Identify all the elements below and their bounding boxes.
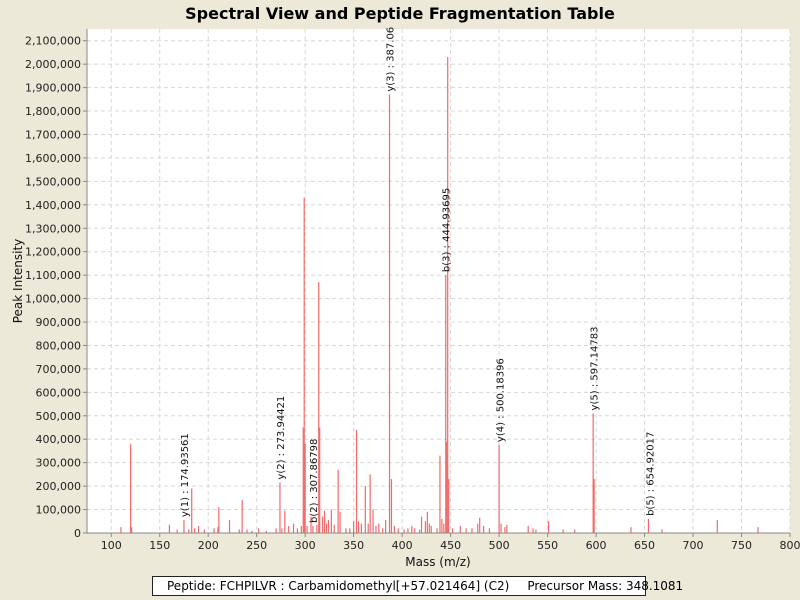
x-tick-label: 650	[634, 539, 655, 552]
y-tick-label: 100,000	[36, 504, 82, 517]
x-tick-label: 200	[198, 539, 219, 552]
x-tick-label: 150	[149, 539, 170, 552]
x-tick-label: 800	[780, 539, 800, 552]
x-ticks: 100 150 200 250 300 350 400 450 500 550 600 650 700 7…	[101, 533, 800, 552]
y-tick-label: 800,000	[36, 339, 82, 352]
fragment-annotation-label: b(3) : 444.93695	[442, 188, 453, 272]
plot-background	[87, 29, 790, 533]
y-tick-label: 200,000	[36, 480, 82, 493]
x-tick-label: 500	[489, 539, 510, 552]
y-tick-label: 1,600,000	[25, 152, 81, 165]
fragment-annotation-label: b(2) : 307.86798	[309, 439, 320, 523]
y-tick-label: 700,000	[36, 363, 82, 376]
y-tick-label: 1,200,000	[25, 246, 81, 259]
y-tick-label: 400,000	[36, 433, 82, 446]
x-tick-label: 600	[586, 539, 607, 552]
fragment-annotation-label: y(2) : 273.94421	[276, 396, 287, 480]
y-tick-label: 0	[74, 527, 81, 540]
y-tick-label: 600,000	[36, 386, 82, 399]
fragment-annotation-label: y(1) : 174.93561	[180, 433, 191, 517]
fragment-annotation-label: y(4) : 500.18396	[495, 358, 506, 442]
y-tick-label: 1,900,000	[25, 82, 81, 95]
peptide-text: Peptide: FCHPILVR : Carbamidomethyl[+57.…	[167, 579, 510, 593]
precursor-mass-text: Precursor Mass: 348.1081	[527, 579, 684, 593]
y-ticks: 0 100,000 200,000 300,000 400,000 500,000 600,…	[25, 35, 87, 540]
x-tick-label: 400	[392, 539, 413, 552]
fragment-annotation-label: y(5) : 597.14783	[589, 327, 600, 411]
x-tick-label: 250	[246, 539, 267, 552]
x-axis-label: Mass (m/z)	[405, 555, 470, 569]
fragment-annotation-label: b(5) : 654.92017	[645, 432, 656, 516]
y-tick-label: 2,100,000	[25, 35, 81, 48]
fragment-annotation-label: y(3) : 387.06	[386, 27, 397, 92]
x-tick-label: 300	[295, 539, 316, 552]
peptide-info-box: Peptide: FCHPILVR : Carbamidomethyl[+57.…	[152, 576, 683, 596]
x-tick-label: 700	[683, 539, 704, 552]
y-tick-label: 900,000	[36, 316, 82, 329]
y-axis-label: Peak Intensity	[11, 239, 25, 324]
x-tick-label: 350	[343, 539, 364, 552]
chart-title: Spectral View and Peptide Fragmentation …	[185, 4, 615, 23]
y-tick-label: 1,100,000	[25, 269, 81, 282]
y-tick-label: 1,300,000	[25, 222, 81, 235]
y-tick-label: 1,800,000	[25, 105, 81, 118]
peaks	[120, 57, 759, 533]
y-tick-label: 2,000,000	[25, 58, 81, 71]
y-tick-label: 300,000	[36, 457, 82, 470]
y-tick-label: 1,400,000	[25, 199, 81, 212]
grid	[87, 29, 791, 534]
y-tick-label: 1,500,000	[25, 175, 81, 188]
y-tick-label: 1,000,000	[25, 293, 81, 306]
x-tick-label: 550	[537, 539, 558, 552]
fragment-annotations: y(1) : 174.93561 y(2) : 273.94421 b(2) : 3…	[180, 27, 656, 523]
x-tick-label: 450	[440, 539, 461, 552]
x-tick-label: 100	[101, 539, 122, 552]
x-tick-label: 750	[731, 539, 752, 552]
y-tick-label: 500,000	[36, 410, 82, 423]
y-tick-label: 1,700,000	[25, 128, 81, 141]
